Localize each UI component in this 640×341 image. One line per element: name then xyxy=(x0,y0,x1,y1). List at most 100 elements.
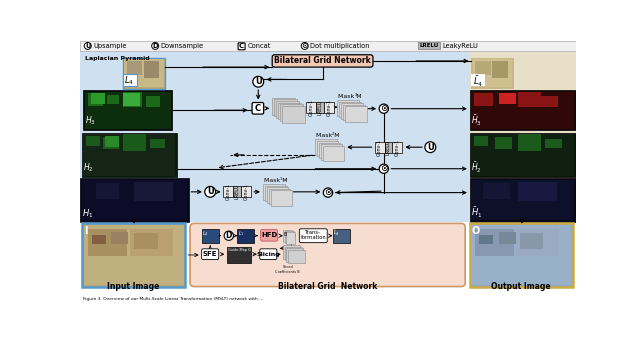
Bar xyxy=(286,248,303,262)
Bar xyxy=(283,245,300,259)
Circle shape xyxy=(84,43,92,49)
Bar xyxy=(127,61,142,75)
Bar xyxy=(472,179,575,220)
Bar xyxy=(88,229,127,256)
Bar xyxy=(288,250,305,264)
Bar xyxy=(470,51,576,222)
Bar xyxy=(474,93,493,106)
Bar xyxy=(267,187,289,203)
Bar xyxy=(474,136,488,146)
Text: $_2$: $_2$ xyxy=(331,131,335,138)
Bar xyxy=(134,234,157,249)
Bar xyxy=(86,136,100,146)
Bar xyxy=(286,232,296,244)
Text: Conv-1: Conv-1 xyxy=(377,139,382,156)
Bar xyxy=(282,106,305,122)
Bar xyxy=(495,137,511,149)
Bar xyxy=(88,93,103,106)
Bar xyxy=(124,92,140,106)
Bar xyxy=(470,223,573,286)
Bar xyxy=(317,141,339,157)
FancyBboxPatch shape xyxy=(272,55,373,67)
Bar xyxy=(223,187,234,197)
Bar xyxy=(321,144,342,160)
Bar xyxy=(95,183,119,199)
Bar xyxy=(143,61,159,78)
Bar xyxy=(285,247,301,261)
Text: Upsample: Upsample xyxy=(93,43,127,49)
Bar xyxy=(83,90,172,130)
Text: LRELU: LRELU xyxy=(235,184,240,199)
Bar xyxy=(518,92,541,107)
Text: SFE: SFE xyxy=(203,251,218,257)
Bar xyxy=(483,183,510,199)
Bar xyxy=(83,134,175,176)
Bar xyxy=(470,133,576,177)
Text: ⊙: ⊙ xyxy=(380,164,388,173)
Circle shape xyxy=(205,187,216,197)
Text: $\bar{H}_2$: $\bar{H}_2$ xyxy=(472,161,482,175)
Text: Output Image: Output Image xyxy=(491,282,551,291)
Bar xyxy=(241,187,252,197)
Bar xyxy=(274,100,298,116)
FancyBboxPatch shape xyxy=(300,229,327,243)
Text: D: D xyxy=(226,231,232,240)
Bar xyxy=(307,102,316,113)
Text: U: U xyxy=(255,77,262,86)
Text: Downsample: Downsample xyxy=(161,43,204,49)
Bar xyxy=(107,95,119,104)
Bar xyxy=(237,229,254,243)
Bar xyxy=(476,229,514,256)
Bar xyxy=(541,97,558,107)
Bar xyxy=(265,186,287,201)
Bar xyxy=(131,229,173,256)
Text: $\bar{L}_4$: $\bar{L}_4$ xyxy=(473,75,483,89)
Bar xyxy=(278,103,301,119)
Bar xyxy=(123,58,165,89)
Bar xyxy=(84,92,171,129)
Text: O: O xyxy=(472,226,479,236)
Bar xyxy=(123,134,146,151)
Text: Bilateral Grid  Network: Bilateral Grid Network xyxy=(278,282,378,291)
Bar xyxy=(227,247,250,264)
Bar xyxy=(92,235,106,244)
Text: Mask M: Mask M xyxy=(316,133,339,138)
Text: Trans-
formation: Trans- formation xyxy=(300,229,326,240)
Circle shape xyxy=(425,142,436,152)
Text: Conv-1: Conv-1 xyxy=(395,139,400,156)
Text: Bilateral Grid Network: Bilateral Grid Network xyxy=(274,57,371,65)
Text: U: U xyxy=(85,43,90,49)
Text: ⊙: ⊙ xyxy=(301,41,308,50)
Bar xyxy=(81,179,187,220)
Bar xyxy=(518,182,557,201)
Bar xyxy=(472,225,572,285)
Bar xyxy=(516,229,559,256)
Bar xyxy=(520,234,543,249)
Text: ⊙: ⊙ xyxy=(324,188,332,197)
Text: LRELU: LRELU xyxy=(386,139,391,155)
Text: Conv-1: Conv-1 xyxy=(244,183,249,201)
Bar xyxy=(499,95,513,104)
Text: $\bar{L}_4$: $\bar{L}_4$ xyxy=(333,228,340,238)
Bar xyxy=(545,139,562,148)
Bar xyxy=(134,182,173,201)
Bar xyxy=(518,134,541,151)
Text: D: D xyxy=(152,43,158,49)
Text: Sliced
Coefficients B: Sliced Coefficients B xyxy=(275,265,300,273)
FancyBboxPatch shape xyxy=(260,229,278,241)
Bar xyxy=(472,58,514,89)
Text: Concat: Concat xyxy=(248,43,271,49)
FancyBboxPatch shape xyxy=(190,223,465,286)
Bar xyxy=(341,103,363,119)
Bar xyxy=(276,101,300,118)
Text: Input Image: Input Image xyxy=(108,282,159,291)
FancyBboxPatch shape xyxy=(202,249,219,260)
FancyBboxPatch shape xyxy=(238,43,245,50)
Bar xyxy=(80,51,576,222)
Text: Guide Map G: Guide Map G xyxy=(228,248,251,252)
Bar xyxy=(84,225,184,285)
Text: Conv-1: Conv-1 xyxy=(226,183,231,201)
Text: I: I xyxy=(84,226,88,236)
Bar xyxy=(472,74,485,86)
Text: C: C xyxy=(239,43,244,49)
